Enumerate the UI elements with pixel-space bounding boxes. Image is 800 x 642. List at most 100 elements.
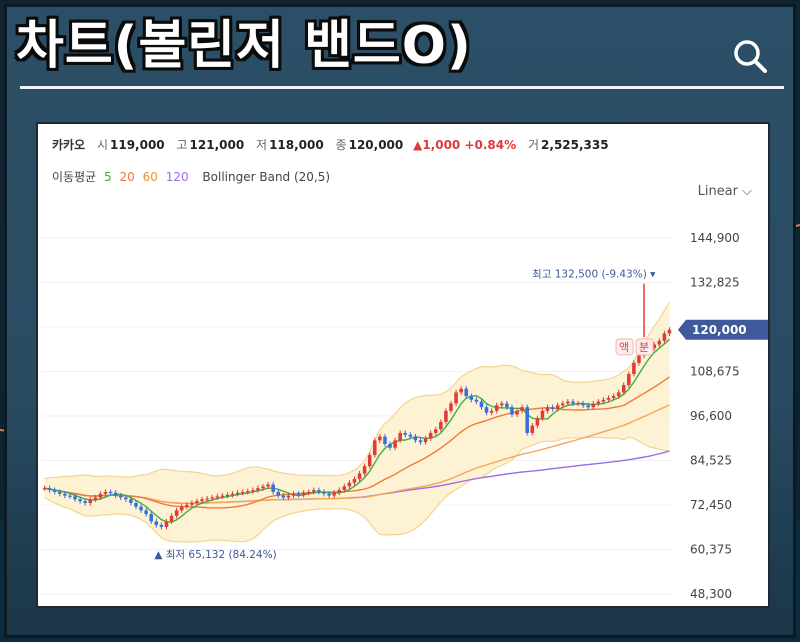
candle: [312, 487, 316, 495]
candle: [98, 491, 103, 501]
candle: [337, 487, 341, 496]
candle: [164, 518, 169, 530]
candle: [652, 341, 656, 351]
candle: [306, 489, 311, 496]
candle: [266, 481, 270, 489]
y-tick-label: 108,675: [690, 365, 740, 379]
candle: [271, 481, 275, 495]
candle: [520, 404, 524, 414]
candle: [93, 494, 98, 502]
bollinger-band-area: [44, 302, 670, 542]
open-value: 119,000: [110, 138, 165, 152]
candle: [235, 490, 240, 497]
volume-value: 2,525,335: [541, 138, 609, 152]
candle: [357, 470, 362, 482]
candle: [662, 330, 667, 344]
candle: [439, 419, 443, 432]
candle: [205, 495, 209, 502]
y-tick-label: 60,375: [690, 543, 732, 557]
candle: [58, 489, 62, 497]
y-tick-label: 144,900: [690, 231, 740, 245]
candle: [464, 386, 469, 399]
high-value: 121,000: [189, 138, 245, 152]
ma5-line: [44, 338, 670, 523]
candle: [596, 399, 601, 407]
svg-text:120,000: 120,000: [692, 323, 747, 337]
candle: [332, 490, 336, 499]
candle: [108, 489, 113, 496]
candle: [505, 400, 509, 410]
candle: [444, 408, 448, 425]
indicator-legend: 이동평균 5 20 60 120 Bollinger Band (20,5): [52, 168, 334, 185]
candle: [581, 400, 585, 408]
candle: [484, 404, 489, 416]
event-badge[interactable]: 분: [635, 338, 654, 356]
candle: [139, 504, 143, 513]
scale-toggle[interactable]: Linear ⌵: [698, 184, 752, 199]
candle: [169, 513, 174, 524]
bollinger-label: Bollinger Band (20,5): [202, 170, 331, 184]
candle: [611, 393, 616, 401]
candle: [535, 415, 540, 429]
search-icon: [734, 40, 767, 73]
candle: [159, 522, 164, 530]
candle: [423, 435, 428, 445]
high-label: 고: [176, 138, 188, 152]
candle: [347, 480, 352, 489]
candle: [494, 402, 499, 414]
candle: [261, 483, 265, 491]
chart-panel: 카카오 시 119,000 고 121,000 저 118,000 종 120,000 …: [36, 122, 770, 608]
candle: [616, 389, 621, 399]
candle: [281, 493, 286, 501]
candle: [118, 493, 123, 501]
ma-60: 60: [142, 170, 158, 184]
candle: [63, 491, 67, 499]
candle: [296, 491, 301, 498]
candle: [606, 395, 611, 403]
candle: [327, 491, 331, 499]
candle: [68, 493, 72, 499]
candle: [433, 426, 438, 436]
candle: [47, 485, 52, 493]
candle: [413, 434, 418, 443]
open-label: 시: [96, 138, 108, 152]
ma-120: 120: [165, 170, 189, 184]
y-tick-label: 132,825: [690, 276, 740, 290]
ma-20: 20: [119, 170, 135, 184]
candle: [256, 485, 260, 493]
svg-text:분: 분: [639, 341, 649, 354]
candle: [515, 408, 519, 418]
candle: [144, 507, 148, 517]
candle: [454, 389, 458, 407]
candle: [378, 434, 382, 443]
candle: [393, 437, 397, 451]
candle: [398, 430, 402, 443]
svg-text:액: 액: [619, 341, 629, 354]
candle: [149, 511, 154, 524]
candle: [530, 423, 535, 436]
candle: [418, 437, 423, 445]
candle: [322, 489, 326, 497]
min-annotation: ▲ 최저 65,132 (84.24%): [154, 549, 276, 561]
candle: [469, 393, 474, 403]
candle: [251, 487, 255, 494]
ma-label: 이동평균: [52, 170, 97, 184]
low-value: 118,000: [269, 138, 324, 152]
scale-toggle-label: Linear: [697, 184, 738, 199]
candle: [489, 408, 494, 416]
candlestick-chart[interactable]: 144,900 132,825 120,000 108,675 96,600 84,525…: [38, 124, 768, 606]
candle: [185, 502, 189, 510]
candle: [352, 476, 357, 486]
candle: [103, 489, 108, 497]
bollinger-upper-line: [44, 302, 671, 480]
bollinger-lower-line: [44, 436, 670, 543]
candle: [301, 490, 306, 498]
change-percent: +0.84%: [464, 138, 517, 152]
candle: [510, 404, 514, 418]
candle: [42, 485, 47, 491]
candle: [632, 360, 636, 377]
ma-5: 5: [104, 170, 112, 184]
search-button[interactable]: [730, 36, 770, 76]
event-badge[interactable]: 액: [615, 338, 634, 356]
current-price-tag: 120,000: [678, 319, 768, 340]
